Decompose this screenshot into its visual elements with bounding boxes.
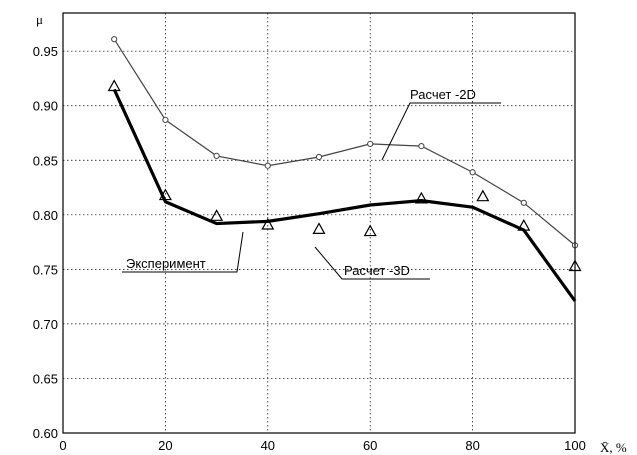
y-tick-label: 0.90 <box>33 99 58 114</box>
tick-labels: 0 20 40 60 80 100 0.60 0.65 0.70 0.75 0.80 0.85 0.90… <box>33 44 586 453</box>
y-tick-label: 0.70 <box>33 317 58 332</box>
point-3d <box>210 209 224 221</box>
point-3d <box>363 224 377 237</box>
y-tick-label: 0.95 <box>33 44 58 59</box>
point-2d <box>315 153 323 161</box>
x-axis-title: X̄, % <box>600 440 627 455</box>
point-3d <box>261 217 275 230</box>
x-tick-label: 40 <box>261 438 275 453</box>
annotation-2d: Расчет -2D <box>381 87 501 161</box>
y-tick-label: 0.65 <box>33 371 58 386</box>
x-tick-label: 0 <box>59 438 66 453</box>
y-tick-label: 0.80 <box>33 208 58 223</box>
x-tick-label: 60 <box>363 438 377 453</box>
point-3d <box>517 218 531 231</box>
annotation-label-experiment: Эксперимент <box>126 256 206 271</box>
point-2d <box>418 142 425 150</box>
point-2d <box>520 199 527 206</box>
point-3d <box>158 188 172 201</box>
annotation-label-3d: Расчет -3D <box>344 263 410 278</box>
point-2d <box>111 36 118 43</box>
point-3d <box>414 191 428 204</box>
point-2d <box>469 169 476 176</box>
point-2d <box>367 140 374 148</box>
leader-line-3d <box>314 246 430 280</box>
plot-frame <box>62 12 576 434</box>
point-3d <box>107 79 121 92</box>
point-2d <box>162 116 169 124</box>
leader-line-experiment <box>122 231 244 273</box>
x-tick-label: 80 <box>465 438 479 453</box>
point-2d <box>213 152 220 160</box>
x-tick-label: 100 <box>564 438 586 453</box>
series-layer <box>107 36 582 302</box>
x-tick-label: 20 <box>158 438 172 453</box>
y-axis-title: μ <box>36 12 43 27</box>
y-tick-label: 0.60 <box>33 426 58 441</box>
leader-line-2d <box>381 102 501 161</box>
annotation-label-2d: Расчет -2D <box>410 87 476 102</box>
point-3d <box>312 222 326 234</box>
y-tick-label: 0.85 <box>33 153 58 168</box>
y-tick-label: 0.75 <box>33 262 58 277</box>
annotation-3d: Расчет -3D <box>314 246 430 280</box>
point-3d <box>476 189 490 202</box>
point-2d <box>264 162 271 169</box>
annotation-experiment: Эксперимент <box>122 231 244 273</box>
series-line-2d <box>113 38 576 246</box>
series-line-experiment <box>112 88 577 302</box>
